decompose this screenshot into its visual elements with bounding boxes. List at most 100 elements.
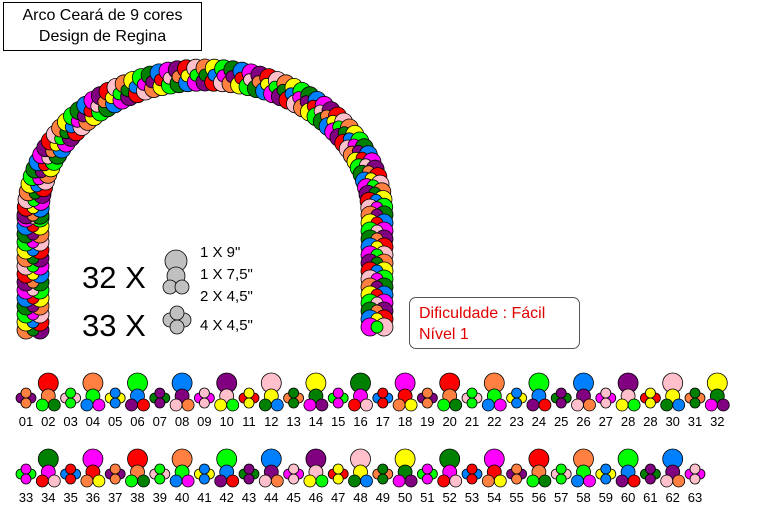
cluster-number-label: 15 (330, 414, 346, 429)
cluster-row (15, 372, 730, 412)
cluster-small-balloon (20, 463, 32, 475)
cluster-number-label: 53 (464, 490, 480, 505)
cluster-small-balloon (392, 398, 406, 412)
cluster-small-balloon (689, 473, 701, 485)
cluster-small-balloon (466, 473, 478, 485)
cluster-small-balloon (348, 474, 361, 488)
cluster-number-label: 32 (710, 414, 725, 429)
cluster-small-balloon (137, 474, 150, 488)
cluster-small-balloon (377, 473, 389, 485)
cluster-number-label: 59 (598, 490, 614, 505)
cluster-small-balloon (243, 397, 255, 409)
cluster-number-label: 03 (63, 414, 78, 429)
cluster-small-balloon (226, 474, 240, 488)
difficulty-box: Dificuldade : Fácil Nível 1 (409, 297, 580, 349)
cluster-small-balloon (404, 474, 418, 488)
cluster-number-label: 62 (665, 490, 680, 505)
cluster-small-balloon (214, 398, 228, 412)
cluster-small-balloon (243, 387, 255, 399)
cluster-small-balloon (555, 397, 567, 409)
cluster-small-balloon (377, 397, 389, 409)
cluster-small-balloon (315, 398, 329, 412)
cluster-number-label: 54 (487, 490, 502, 505)
cluster-small-balloon (65, 397, 76, 409)
cluster-4-5in-balloon (174, 279, 190, 295)
cluster-small-balloon (360, 474, 373, 488)
cluster-number-label: 48 (353, 490, 368, 505)
cluster-number-label: 41 (197, 490, 212, 505)
cluster-number-label: 37 (107, 490, 123, 505)
cluster-small-balloon (270, 474, 284, 488)
cluster-small-balloon (571, 474, 584, 488)
cluster-number-label: 45 (286, 490, 301, 505)
cluster-small-balloon (198, 387, 210, 399)
cluster-number-label: 33 (18, 490, 34, 505)
title-line2: Design de Regina (38, 28, 167, 45)
cluster-small-balloon (583, 398, 596, 412)
cluster-number-label: 56 (531, 490, 547, 505)
cluster-number-label: 63 (687, 490, 703, 505)
cluster-small-balloon (538, 398, 552, 412)
cluster-small-balloon (125, 474, 138, 488)
cluster-small-balloon (583, 474, 596, 488)
cluster-small-balloon (704, 398, 718, 412)
cluster-small-balloon (288, 473, 300, 485)
cluster-number-label: 51 (420, 490, 435, 505)
cluster-small-balloon (288, 463, 300, 475)
cluster-small-balloon (526, 474, 540, 488)
cluster-number-label: 61 (643, 490, 658, 505)
cluster-row (15, 448, 706, 488)
cluster-small-balloon (288, 387, 300, 399)
cluster-small-balloon (92, 398, 106, 412)
cluster-small-balloon (600, 473, 612, 485)
cluster-small-balloon (672, 398, 686, 412)
cluster-small-balloon (421, 397, 433, 409)
cluster-small-balloon (511, 473, 522, 485)
cluster-item-7-5in: 1 X 7,5" (200, 266, 253, 283)
cluster-number-label: 30 (665, 414, 680, 429)
cluster-small-balloon (303, 398, 317, 412)
cluster-small-balloon (511, 387, 522, 399)
cluster-small-balloon (600, 463, 612, 475)
cluster-number-label: 09 (197, 414, 212, 429)
cluster-small-balloon (437, 398, 451, 412)
cluster-small-balloon (449, 474, 463, 488)
cluster-number-label: 12 (264, 414, 279, 429)
cluster-number-label: 27 (598, 414, 614, 429)
cluster-small-balloon (332, 463, 344, 475)
cluster-number-label: 18 (397, 414, 413, 429)
cluster-item-9in: 1 X 9" (200, 244, 241, 261)
cluster-small-balloon (689, 463, 701, 475)
cluster-small-balloon (169, 398, 183, 412)
cluster-number-label: 35 (63, 490, 78, 505)
cluster-small-balloon (449, 398, 463, 412)
cluster-small-balloon (481, 474, 495, 488)
cluster-small-balloon (47, 474, 61, 488)
cluster-small-balloon (571, 398, 584, 412)
cluster-small-balloon (243, 473, 255, 485)
cluster-number-label: 47 (330, 490, 346, 505)
title-line1: Arco Ceará de 9 cores (22, 7, 183, 24)
cluster-number-label: 14 (308, 414, 324, 429)
cluster-number-label: 60 (620, 490, 636, 505)
cluster-small-balloon (672, 474, 686, 488)
cluster-number-label: 07 (152, 414, 168, 429)
cluster-number-label: 43 (241, 490, 257, 505)
cluster-small-balloon (466, 387, 478, 399)
cluster-small-balloon (125, 398, 138, 412)
cluster-small-balloon (466, 397, 478, 409)
cluster-small-balloon (332, 397, 344, 409)
cluster-small-balloon (154, 397, 166, 409)
cluster-number-label: 13 (286, 414, 301, 429)
balloon-arch (16, 58, 394, 340)
cluster-small-balloon (555, 463, 567, 475)
cluster-number-label: 42 (219, 490, 234, 505)
cluster-small-balloon (154, 387, 166, 399)
cluster-number-label: 06 (130, 414, 145, 429)
cluster-number-label: 36 (85, 490, 101, 505)
cluster-small-balloon (645, 473, 656, 485)
cluster-number-label: 44 (264, 490, 279, 505)
cluster-number-label: 22 (487, 414, 502, 429)
arch-balloon (370, 320, 384, 334)
